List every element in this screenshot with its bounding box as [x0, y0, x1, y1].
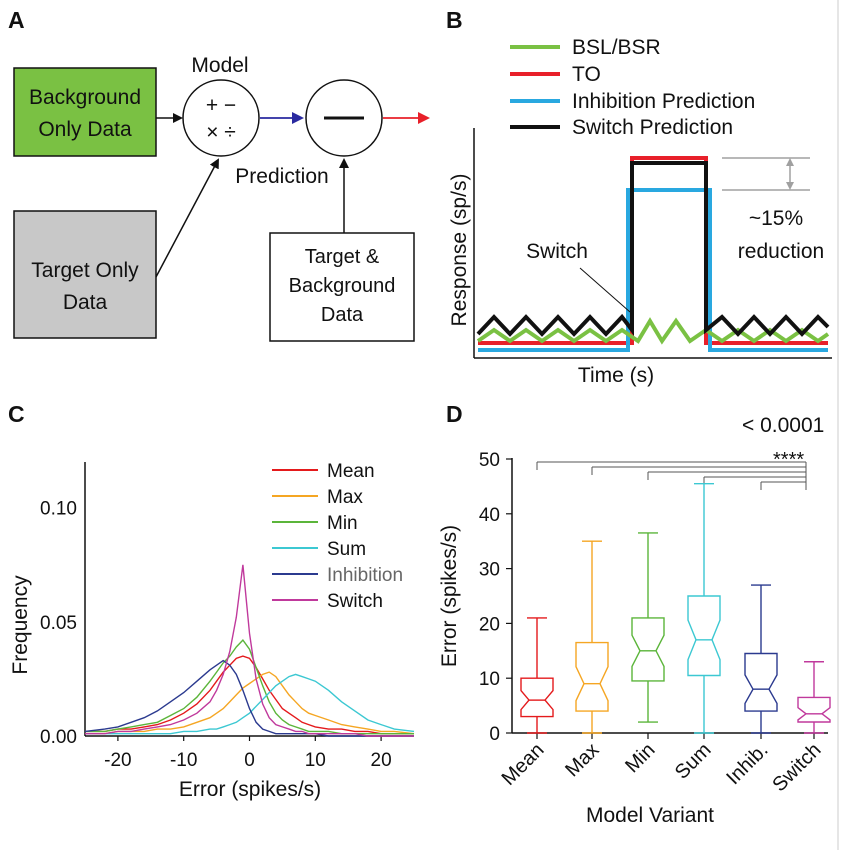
pvalue-label: < 0.0001 [742, 414, 824, 437]
legend-label-bsl: BSL/BSR [572, 36, 661, 59]
reduction-line1: ~15% [749, 207, 803, 230]
boxplot-inhib [744, 584, 778, 734]
panel-d-category-label: Min [621, 739, 659, 777]
box-body [575, 641, 609, 712]
panel-c-xtick-label: -20 [104, 750, 131, 771]
panel-c-xlabel: Error (spikes/s) [179, 778, 321, 801]
panel-d-category-label: Inhib. [722, 739, 772, 789]
panel-c-ytick-label: 0.00 [40, 727, 77, 748]
boxplot-mean [520, 617, 554, 734]
model-label: Model [191, 54, 248, 77]
target-background-line3: Data [321, 304, 364, 326]
panel-d-ytick-label: 40 [479, 505, 500, 526]
target-only-box [13, 210, 157, 339]
boxplot-min [631, 532, 665, 723]
panel-a-label: A [8, 7, 25, 33]
boxplot-switch [797, 661, 831, 734]
panel-d-ytick-label: 20 [479, 614, 500, 635]
boxplot-sum [687, 482, 721, 734]
panel-c-xtick-label: 0 [244, 750, 255, 771]
panel-b: B BSL/BSR TO Inhibition Prediction Switc… [446, 7, 832, 387]
panel-d-category-label: Sum [671, 739, 716, 784]
series-line-inhibition [84, 659, 414, 737]
box-body [797, 696, 831, 723]
panel-d: D Error (spikes/s) Model Variant < 0.000… [438, 401, 831, 827]
series-line-max [85, 671, 415, 735]
panel-d-ytick-label: 30 [479, 560, 500, 581]
panel-d-category-label: Mean [498, 739, 549, 790]
switch-annotation: Switch [526, 240, 588, 263]
legend-label-inhibition: Inhibition [327, 565, 403, 586]
box-body [520, 677, 554, 718]
panel-c-ytick-label: 0.10 [40, 499, 77, 520]
target-background-line2: Background [289, 275, 396, 297]
box-body [744, 652, 778, 712]
reduction-line2: reduction [738, 240, 824, 263]
panel-d-category-label: Switch [768, 739, 825, 796]
target-only-line1: Target Only [31, 259, 139, 282]
legend-label-sum: Sum [327, 539, 366, 560]
panel-d-xlabel: Model Variant [586, 804, 714, 827]
panel-d-ytick-label: 10 [479, 669, 500, 690]
legend-label-mean: Mean [327, 461, 375, 482]
switch-pointer [579, 267, 631, 313]
panel-b-xlabel: Time (s) [578, 364, 654, 387]
panel-d-label: D [446, 401, 463, 427]
panel-c-xtick-label: -10 [170, 750, 197, 771]
panel-b-label: B [446, 7, 463, 33]
inhibition-prediction-line [478, 188, 828, 352]
panel-a: A Background Only Data Target Only Data … [8, 7, 430, 342]
switch-prediction-line [476, 161, 830, 337]
legend-label-switch: Switch Prediction [572, 116, 733, 139]
panel-d-ytick-label: 0 [489, 724, 500, 745]
panel-d-ylabel: Error (spikes/s) [438, 525, 461, 667]
background-only-line2: Only Data [38, 118, 132, 141]
legend-label-to: TO [572, 63, 601, 86]
panel-c-ylabel: Frequency [9, 575, 32, 675]
target-background-box [269, 232, 415, 342]
legend-label-max: Max [327, 487, 363, 508]
box-body [687, 595, 721, 677]
target-background-line1: Target & [305, 246, 380, 268]
panel-c-xtick-label: 10 [305, 750, 326, 771]
model-operators-top: + − [206, 94, 236, 117]
panel-c-xtick-label: 20 [371, 750, 392, 771]
model-circle [182, 79, 260, 157]
panel-c: C Frequency Error (spikes/s) -20 -10 0 10 20… [8, 401, 415, 801]
series-line-min [85, 639, 414, 735]
series-line-sum [85, 673, 415, 735]
legend-label-switch: Switch [327, 591, 383, 612]
series-line-mean [85, 655, 414, 735]
background-only-box [13, 67, 157, 157]
panel-d-ytick-label: 50 [479, 450, 500, 471]
target-only-line2: Data [63, 291, 108, 314]
panel-d-category-label: Max [561, 739, 603, 781]
model-operators-bottom: × ÷ [206, 121, 236, 144]
prediction-label: Prediction [235, 165, 328, 188]
background-only-line1: Background [29, 86, 141, 109]
panel-c-ytick-label: 0.05 [40, 613, 77, 634]
series-line-switch [85, 564, 414, 737]
significance-stars: **** [773, 449, 804, 471]
panel-c-label: C [8, 401, 25, 427]
boxplot-max [575, 540, 609, 734]
legend-label-inhibition: Inhibition Prediction [572, 90, 755, 113]
box-body [631, 617, 665, 682]
legend-label-min: Min [327, 513, 358, 534]
target-to-model-arrow [155, 158, 219, 278]
panel-b-ylabel: Response (sp/s) [448, 174, 471, 327]
